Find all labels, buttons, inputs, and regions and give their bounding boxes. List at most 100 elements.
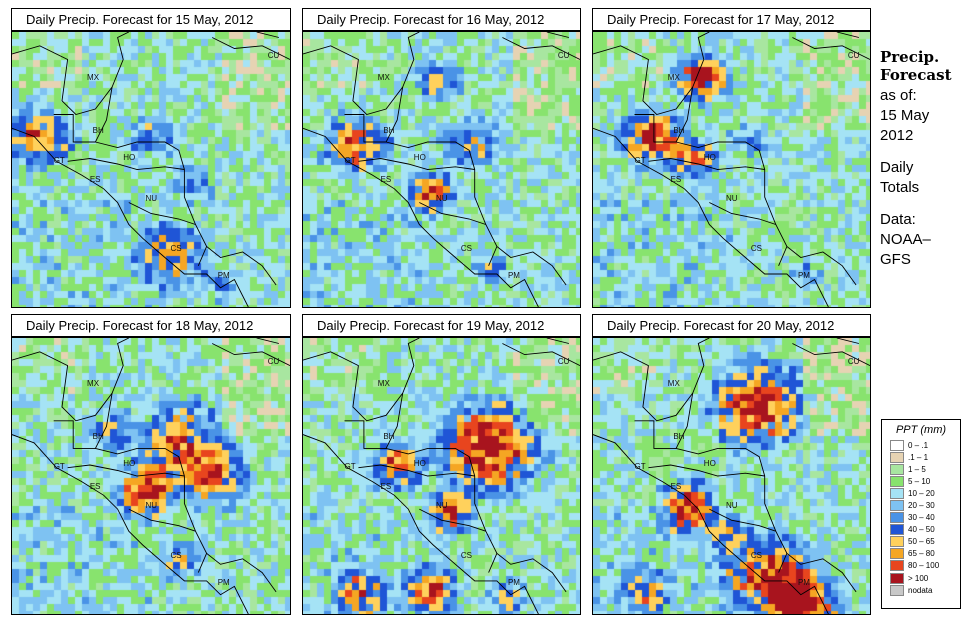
asof-date: 15 May (880, 107, 930, 124)
border-line (94, 86, 277, 286)
border-line (709, 202, 776, 225)
legend-item: > 100 (882, 572, 960, 584)
border-line (836, 32, 860, 38)
forecast-panel-6: Daily Precip. Forecast for 20 May, 2012 … (592, 314, 871, 615)
legend-swatch (890, 572, 904, 584)
country-label-cu: CU (557, 51, 570, 61)
country-label-pm: PM (507, 578, 520, 588)
border-line (546, 338, 570, 344)
country-label-nu: NU (145, 500, 157, 510)
legend-swatch (890, 512, 904, 524)
country-label-nu: NU (725, 500, 738, 510)
coastline-overlay (593, 338, 870, 614)
legend-swatch (890, 536, 904, 548)
legend-swatch (890, 548, 904, 560)
legend-item: 10 – 20 (882, 487, 960, 499)
country-label-gt: GT (634, 155, 646, 165)
panel-title: Daily Precip. Forecast for 15 May, 2012 (11, 8, 291, 31)
legend-swatch (890, 451, 904, 463)
country-label-gt: GT (344, 155, 356, 165)
border-line (128, 202, 196, 225)
coastline-overlay (12, 338, 290, 614)
precip-grid (593, 32, 870, 307)
precip-grid (303, 32, 580, 307)
border-line (675, 393, 857, 593)
border-line (593, 32, 710, 116)
legend-label: 20 – 30 (908, 501, 935, 511)
precip-grid (12, 32, 290, 307)
legend-title: PPT (mm) (895, 424, 947, 436)
precip-map: MX BH GT HO ES NU CS PM CU (592, 337, 871, 615)
coastline-overlay (593, 32, 870, 307)
country-label-mx: MX (667, 379, 680, 389)
country-label-es: ES (89, 481, 101, 491)
country-label-pm: PM (507, 271, 520, 281)
border-line (488, 246, 498, 266)
border-line (303, 32, 420, 116)
country-label-ho: HO (703, 459, 716, 469)
precip-grid (303, 338, 580, 614)
legend-label: .1 – 1 (908, 452, 929, 462)
legend-label: 30 – 40 (908, 513, 935, 523)
country-label-nu: NU (435, 194, 448, 204)
border-line (197, 246, 208, 266)
border-line (197, 553, 208, 573)
legend-item: 1 – 5 (882, 463, 960, 475)
legend-item: 65 – 80 (882, 548, 960, 560)
legend-label: 40 – 50 (908, 525, 935, 535)
forecast-panel-1: Daily Precip. Forecast for 15 May, 2012 … (11, 8, 291, 308)
border-line (12, 434, 249, 614)
country-label-bh: BH (92, 125, 104, 135)
country-label-ho: HO (123, 459, 136, 469)
country-label-cs: CS (460, 243, 472, 253)
legend-swatch (890, 463, 904, 475)
country-label-es: ES (89, 175, 101, 184)
coastline-overlay (303, 338, 580, 614)
country-label-es: ES (380, 175, 392, 184)
country-label-cu: CU (267, 51, 280, 61)
country-label-nu: NU (725, 194, 738, 204)
country-label-mx: MX (87, 73, 100, 83)
border-line (303, 127, 539, 307)
sidebar-heading-line2: Forecast (880, 66, 952, 84)
country-label-es: ES (670, 175, 682, 184)
border-line (502, 37, 580, 60)
border-line (593, 434, 829, 614)
panel-title: Daily Precip. Forecast for 16 May, 2012 (302, 8, 581, 31)
legend-item: 20 – 30 (882, 499, 960, 512)
border-line (385, 86, 567, 286)
country-label-ho: HO (413, 459, 426, 469)
border-line (502, 343, 580, 367)
border-line (128, 508, 196, 532)
country-label-ho: HO (703, 153, 716, 162)
country-label-gt: GT (53, 155, 65, 165)
legend-item: 30 – 40 (882, 512, 960, 524)
country-label-pm: PM (217, 271, 230, 281)
border-line (344, 114, 387, 143)
sidebar-info: Precip. Forecast as of: 15 May 2012 Dail… (880, 48, 966, 270)
precip-map: MX BH GT HO ES NU CS PM CU (302, 31, 581, 308)
country-label-pm: PM (797, 578, 810, 588)
panel-title: Daily Precip. Forecast for 18 May, 2012 (11, 314, 291, 337)
asof-label: as of: (880, 87, 917, 104)
country-label-bh: BH (383, 125, 395, 135)
border-line (344, 420, 387, 449)
border-line (675, 86, 857, 286)
country-label-cs: CS (170, 243, 182, 253)
legend-label: 0 – .1 (908, 440, 929, 450)
country-label-ho: HO (413, 153, 426, 162)
border-line (385, 393, 567, 593)
border-line (53, 420, 96, 449)
border-line (836, 338, 860, 344)
country-label-mx: MX (377, 73, 390, 83)
legend-swatch (890, 584, 904, 596)
sidebar-heading-line1: Precip. (880, 48, 940, 66)
border-line (12, 338, 129, 422)
precip-grid (593, 338, 870, 614)
country-label-mx: MX (87, 379, 100, 389)
legend-label: 10 – 20 (908, 488, 935, 498)
border-line (648, 464, 765, 477)
country-label-cs: CS (170, 550, 182, 560)
country-label-cu: CU (557, 357, 570, 367)
country-label-gt: GT (634, 462, 646, 472)
